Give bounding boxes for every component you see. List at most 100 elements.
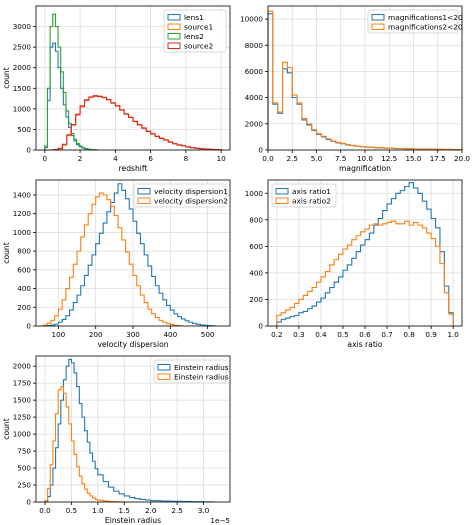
legend-box bbox=[367, 9, 459, 34]
chart-einstein-radius: 0.0 0.5 1.0 1.5 2.0 2.5 3.0 0 250 500 750 1000 1250 1… bbox=[2, 355, 231, 525]
y-axis-label: count bbox=[2, 242, 11, 263]
y-tick-label: 0 bbox=[26, 498, 31, 507]
y-tick-label: 1400 bbox=[13, 190, 32, 199]
x-tick-label: 0.2 bbox=[271, 330, 282, 339]
legend-swatch bbox=[167, 23, 181, 30]
y-tick-label: 400 bbox=[17, 284, 31, 293]
x-tick-label: 0.0 bbox=[39, 506, 51, 515]
x-axis-label: Einstein radius bbox=[105, 516, 161, 525]
y-tick-label: 1500 bbox=[13, 84, 32, 93]
y-tick-label: 10000 bbox=[240, 15, 263, 24]
legend-swatch bbox=[371, 14, 385, 21]
legend-swatch bbox=[167, 42, 181, 49]
x-tick-label: 500 bbox=[201, 330, 215, 339]
legend-swatch bbox=[275, 188, 289, 195]
x-tick-label: 4 bbox=[113, 154, 118, 163]
y-tick-label: 2000 bbox=[13, 63, 32, 72]
series-axis-ratio1-0 bbox=[276, 182, 454, 326]
y-axis-label: count bbox=[2, 67, 11, 88]
x-tick-label: 0.4 bbox=[315, 330, 327, 339]
y-tick-label: 8000 bbox=[245, 41, 264, 50]
y-tick-label: 600 bbox=[17, 265, 31, 274]
chart-redshift: 0 2 4 6 8 10 0 500 1000 1500 2000 2500 3000 redshift c… bbox=[2, 5, 231, 173]
x-tick-label: 6 bbox=[148, 154, 153, 163]
x-tick-label: 400 bbox=[163, 330, 177, 339]
axes-frame bbox=[35, 5, 231, 151]
x-tick-label: 0.0 bbox=[262, 154, 274, 163]
y-tick-label: 500 bbox=[17, 464, 31, 473]
y-tick-label: 750 bbox=[17, 447, 31, 456]
y-tick-label: 6000 bbox=[245, 67, 264, 76]
legend-swatch bbox=[371, 23, 385, 30]
legend-box bbox=[153, 359, 227, 384]
legend-entry: lens1 bbox=[184, 13, 204, 22]
legend-entry: velocity dispersion2 bbox=[154, 197, 228, 206]
legend-swatch bbox=[157, 364, 171, 371]
x-offset-label: 1e−5 bbox=[210, 516, 230, 525]
x-tick-label: 10 bbox=[217, 154, 227, 163]
series-einstein-radius-1 bbox=[44, 386, 125, 503]
x-axis-label: axis ratio bbox=[347, 340, 382, 349]
y-tick-label: 800 bbox=[17, 247, 31, 256]
series-source2-3 bbox=[44, 95, 222, 151]
y-tick-label: 1000 bbox=[13, 430, 32, 439]
axes-frame bbox=[35, 355, 231, 503]
x-tick-label: 5.0 bbox=[311, 154, 323, 163]
x-tick-label: 0.5 bbox=[337, 330, 348, 339]
y-tick-label: 400 bbox=[249, 268, 263, 277]
x-tick-label: 2 bbox=[78, 154, 83, 163]
legend-entry: magnifications2<20 bbox=[388, 23, 463, 32]
y-tick-label: 1000 bbox=[13, 104, 32, 113]
x-tick-label: 15.0 bbox=[405, 154, 421, 163]
legend-swatch bbox=[137, 188, 151, 195]
y-tick-label: 0 bbox=[258, 322, 263, 331]
y-tick-label: 800 bbox=[249, 215, 263, 224]
x-tick-label: 10.0 bbox=[357, 154, 373, 163]
x-tick-label: 3.0 bbox=[198, 506, 210, 515]
y-tick-label: 1750 bbox=[13, 379, 32, 388]
legend-swatch bbox=[157, 373, 171, 380]
x-tick-label: 1.5 bbox=[119, 506, 130, 515]
y-tick-label: 2000 bbox=[13, 362, 32, 371]
x-tick-label: 1.0 bbox=[92, 506, 104, 515]
chart-magnification: 0.0 2.5 5.0 7.5 10.0 12.5 15.0 17.5 20.0 0 2000 400… bbox=[240, 5, 470, 173]
legend-entry: source1 bbox=[184, 23, 214, 32]
x-tick-label: 0.5 bbox=[66, 506, 77, 515]
legend-entry: axis ratio1 bbox=[292, 187, 331, 196]
legend-entry: Einstein radius bbox=[174, 363, 229, 372]
x-tick-label: 0.7 bbox=[381, 330, 392, 339]
x-tick-label: 7.5 bbox=[335, 154, 346, 163]
y-tick-label: 1000 bbox=[245, 189, 264, 198]
y-tick-label: 3000 bbox=[13, 22, 32, 31]
x-tick-label: 12.5 bbox=[381, 154, 397, 163]
legend-swatch bbox=[167, 14, 181, 21]
series-axis-ratio2-1 bbox=[276, 220, 454, 326]
y-tick-label: 600 bbox=[249, 242, 263, 251]
series-magnifications2-20-1 bbox=[267, 10, 463, 151]
series-einstein-radius-0 bbox=[44, 358, 215, 503]
y-tick-label: 200 bbox=[249, 295, 263, 304]
x-tick-label: 2.5 bbox=[171, 506, 182, 515]
x-tick-label: 0.9 bbox=[425, 330, 437, 339]
x-tick-label: 0 bbox=[43, 154, 48, 163]
y-axis-label: count bbox=[2, 418, 11, 439]
y-tick-label: 1500 bbox=[13, 396, 32, 405]
x-tick-label: 20.0 bbox=[454, 154, 470, 163]
y-tick-label: 0 bbox=[26, 322, 31, 331]
legend-entry: velocity dispersion1 bbox=[154, 187, 228, 196]
x-tick-label: 200 bbox=[89, 330, 103, 339]
x-tick-label: 2.0 bbox=[145, 506, 157, 515]
x-tick-label: 17.5 bbox=[430, 154, 446, 163]
legend-entry: lens2 bbox=[184, 32, 204, 41]
y-tick-label: 1000 bbox=[13, 228, 32, 237]
y-tick-label: 500 bbox=[17, 125, 31, 134]
x-tick-label: 8 bbox=[184, 154, 189, 163]
legend-box bbox=[133, 183, 227, 208]
legend-swatch bbox=[275, 197, 289, 204]
legend-swatch bbox=[167, 33, 181, 40]
y-tick-label: 0 bbox=[26, 146, 31, 155]
